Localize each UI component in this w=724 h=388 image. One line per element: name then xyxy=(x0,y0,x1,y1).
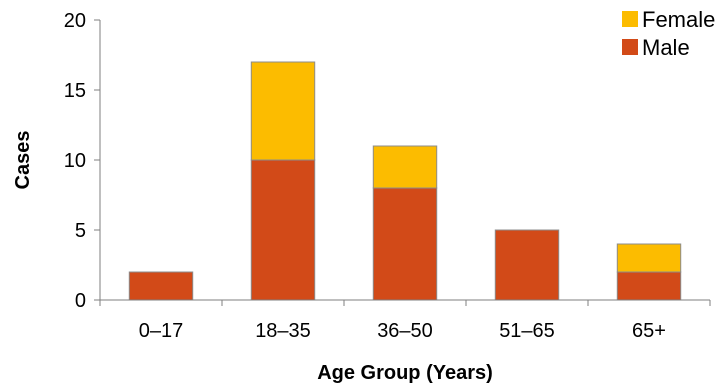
y-tick-label: 20 xyxy=(64,10,86,32)
legend-swatch-female xyxy=(622,11,638,27)
bar-male xyxy=(616,271,682,301)
x-tick-label: 0–17 xyxy=(139,320,184,342)
x-axis-title: Age Group (Years) xyxy=(317,362,493,384)
legend-label-male: Male xyxy=(642,35,690,60)
bar-female xyxy=(250,61,316,161)
y-axis-title: Cases xyxy=(12,131,34,190)
legend-label-female: Female xyxy=(642,7,715,32)
bar-female xyxy=(616,243,682,273)
bar-male xyxy=(494,229,560,301)
bar-female xyxy=(372,145,438,189)
bar-male xyxy=(372,187,438,301)
x-tick-label: 18–35 xyxy=(255,320,311,342)
legend-swatch-male xyxy=(622,39,638,55)
bar-male xyxy=(250,159,316,301)
y-tick-label: 0 xyxy=(75,290,86,312)
x-axis-ticks: 0–17 18–35 36–50 51–65 65+ xyxy=(99,300,711,342)
bar-male xyxy=(128,271,194,301)
y-tick-label: 5 xyxy=(75,220,86,242)
bar-group xyxy=(128,61,682,301)
y-tick-label: 10 xyxy=(64,150,86,172)
y-axis-ticks: 0 5 10 15 20 xyxy=(64,10,100,312)
x-tick-label: 65+ xyxy=(632,320,666,342)
y-tick-label: 15 xyxy=(64,80,86,102)
x-tick-label: 36–50 xyxy=(377,320,433,342)
x-tick-label: 51–65 xyxy=(499,320,555,342)
legend: Female Male xyxy=(622,7,715,60)
